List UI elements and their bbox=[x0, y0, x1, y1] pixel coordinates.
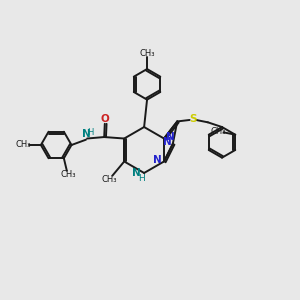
Text: N: N bbox=[167, 132, 175, 142]
Text: CH₃: CH₃ bbox=[139, 49, 155, 58]
Text: CH₃: CH₃ bbox=[101, 175, 117, 184]
Text: S: S bbox=[189, 114, 197, 124]
Text: H: H bbox=[138, 174, 145, 183]
Text: N: N bbox=[82, 129, 91, 140]
Text: CH₃: CH₃ bbox=[61, 170, 76, 179]
Text: O: O bbox=[100, 114, 109, 124]
Text: N: N bbox=[163, 137, 171, 147]
Text: CH₃: CH₃ bbox=[211, 127, 226, 136]
Text: CH₃: CH₃ bbox=[16, 140, 31, 149]
Text: H: H bbox=[88, 128, 94, 136]
Text: N: N bbox=[153, 155, 162, 165]
Text: N: N bbox=[132, 168, 141, 178]
